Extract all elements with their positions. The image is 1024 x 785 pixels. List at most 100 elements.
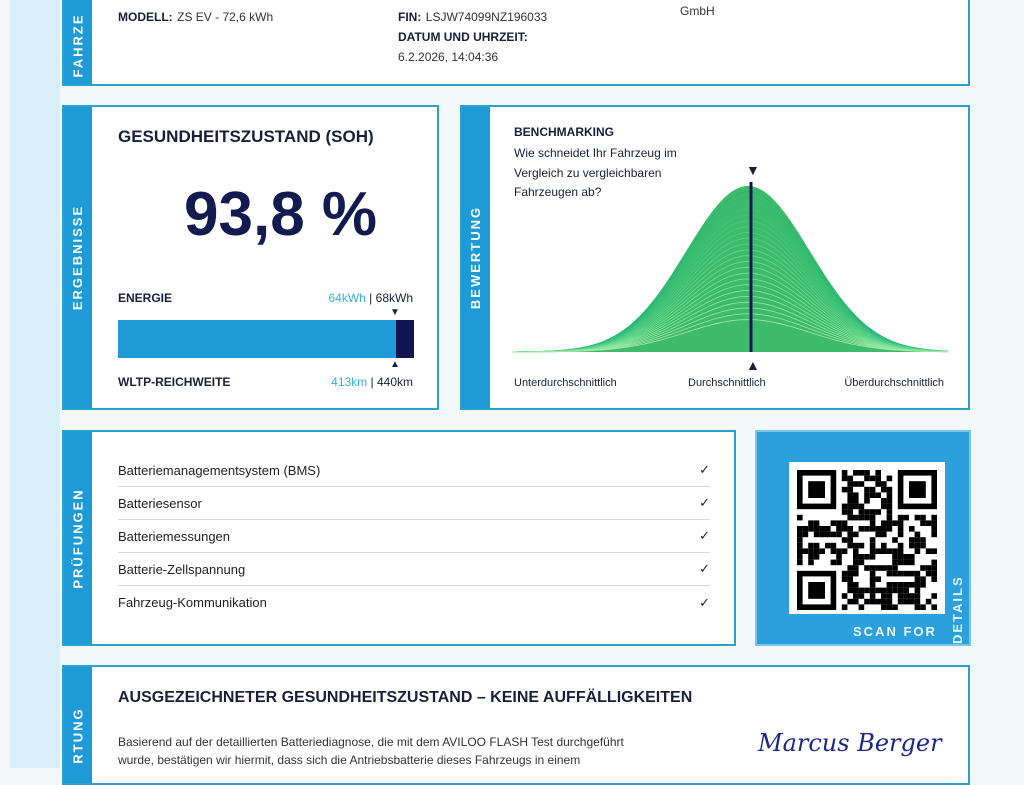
qr-module — [847, 481, 853, 487]
qr-module — [886, 593, 893, 599]
qr-module — [864, 514, 870, 521]
qr-module — [836, 559, 842, 566]
qr-module — [841, 548, 848, 554]
qr-module — [808, 559, 814, 566]
qr-module — [858, 526, 865, 532]
qr-module — [808, 526, 814, 532]
qr-module — [802, 548, 809, 554]
qr-module — [931, 593, 937, 599]
qr-module — [808, 554, 814, 560]
checkmark-icon: ✓ — [699, 528, 710, 543]
qr-module — [869, 554, 876, 560]
qr-card[interactable]: SCAN FOR DETAILS — [755, 430, 971, 646]
qr-module — [808, 481, 825, 498]
qr-module — [858, 542, 865, 549]
qr-module — [914, 598, 921, 605]
fin-value: LSJW74099NZ196033 — [425, 10, 548, 24]
checkmark-icon: ✓ — [699, 594, 710, 610]
qr-module — [897, 554, 904, 560]
qr-module — [875, 475, 881, 482]
qr-module — [903, 598, 909, 605]
qr-module — [847, 475, 853, 482]
qr-module — [892, 587, 898, 594]
energy-nominal: 68kWh — [375, 291, 413, 305]
qr-module — [903, 582, 909, 588]
qr-module — [830, 559, 837, 566]
summary-card: RTUNG AUSGEZEICHNETER GESUNDHEITSZUSTAND… — [62, 665, 970, 785]
section-label: ERGEBNISSE — [70, 204, 86, 311]
qr-module — [853, 503, 859, 510]
qr-module — [830, 548, 837, 554]
qr-module — [841, 593, 848, 599]
qr-module — [914, 593, 921, 599]
qr-module — [813, 526, 820, 532]
qr-module — [858, 509, 865, 515]
qr-module — [920, 576, 926, 582]
qr-module — [847, 486, 853, 493]
qr-module — [869, 509, 876, 515]
marker-up-icon: ▲ — [746, 357, 760, 373]
qr-module — [903, 570, 909, 577]
summary-headline: AUSGEZEICHNETER GESUNDHEITSZUSTAND – KEI… — [118, 689, 693, 706]
qr-module — [869, 598, 876, 605]
qr-code[interactable] — [789, 462, 945, 614]
qr-module — [825, 531, 831, 538]
section-strip: RTUNG — [64, 667, 92, 783]
qr-module — [892, 570, 898, 577]
qr-module — [881, 520, 887, 526]
qr-module — [808, 542, 814, 549]
qr-module — [841, 604, 848, 610]
qr-module — [808, 520, 814, 526]
qr-module — [903, 514, 909, 521]
qr-module — [858, 514, 865, 521]
qr-module — [819, 526, 825, 532]
soh-bar — [118, 320, 414, 358]
fin-field: FIN: LSJW74099NZ196033 — [398, 8, 547, 26]
qr-module — [797, 559, 803, 566]
check-row: Batteriemessungen ✓ — [118, 520, 710, 553]
checks-card: PRÜFUNGEN Batteriemanagementsystem (BMS)… — [62, 430, 736, 646]
qr-module — [864, 598, 870, 605]
qr-module — [853, 565, 859, 571]
qr-module — [925, 598, 932, 605]
qr-module — [881, 542, 887, 549]
qr-module — [931, 520, 937, 526]
summary-body-line: Basierend auf der detaillierten Batterie… — [118, 735, 624, 749]
qr-module — [813, 542, 820, 549]
checkmark-icon: ✓ — [699, 561, 710, 576]
qr-module — [802, 531, 809, 538]
check-label: Batterie-Zellspannung — [118, 561, 246, 577]
qr-module — [886, 498, 893, 504]
marker-down-icon: ▼ — [390, 307, 400, 318]
qr-module — [909, 481, 926, 498]
qr-module — [869, 486, 876, 493]
qr-module — [830, 531, 837, 538]
qr-module — [864, 554, 870, 560]
range-values: 413km | 440km — [331, 375, 413, 389]
qr-module — [875, 576, 881, 582]
qr-module — [864, 498, 870, 504]
qr-module — [903, 593, 909, 599]
results-card: ERGEBNISSE GESUNDHEITSZUSTAND (SOH) 93,8… — [62, 105, 439, 410]
qr-module — [892, 520, 898, 526]
qr-module — [914, 531, 921, 538]
qr-module — [925, 520, 932, 526]
model-label: MODELL: — [118, 10, 173, 24]
qr-module — [897, 587, 904, 594]
qr-module — [881, 498, 887, 504]
qr-module — [886, 598, 893, 605]
check-row: Batteriemanagementsystem (BMS) ✓ — [118, 454, 710, 487]
qr-module — [931, 548, 937, 554]
check-label: Fahrzeug-Kommunikation — [118, 595, 267, 610]
qr-module — [881, 526, 887, 532]
datetime-label: DATUM UND UHRZEIT: — [398, 30, 528, 44]
qr-module — [909, 598, 915, 605]
qr-module — [869, 587, 876, 594]
qr-module — [869, 593, 876, 599]
qr-module — [892, 565, 898, 571]
qr-module — [847, 576, 853, 582]
qr-module — [797, 554, 803, 560]
qr-module — [914, 587, 921, 594]
qr-module — [881, 593, 887, 599]
qr-module — [797, 537, 803, 543]
